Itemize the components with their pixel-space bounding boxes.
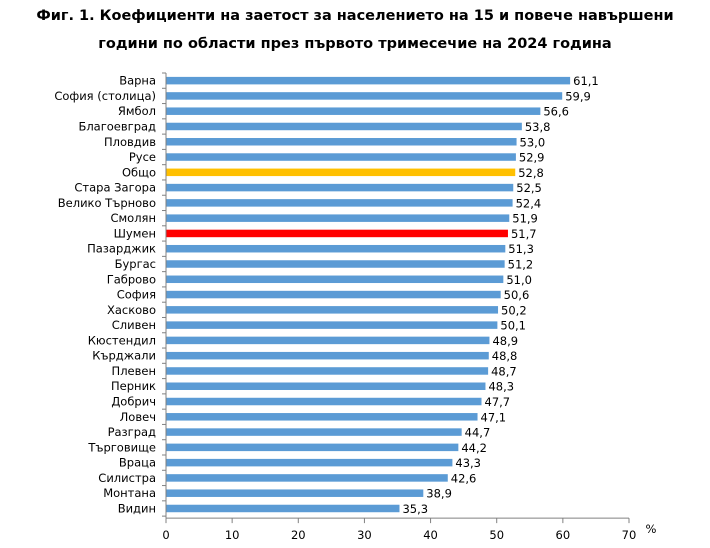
- bar: [166, 458, 453, 467]
- bar: [166, 76, 571, 85]
- category-label: Общо: [122, 165, 156, 179]
- value-label: 50,1: [500, 319, 526, 333]
- category-label: Разград: [108, 425, 156, 439]
- category-label: Пазарджик: [87, 242, 156, 256]
- chart-title-line-2: години по области през първото тримесечи…: [98, 36, 612, 52]
- value-label: 38,9: [426, 487, 452, 501]
- bar: [166, 504, 400, 513]
- bar: [166, 428, 462, 436]
- x-tick-label: 60: [556, 528, 571, 542]
- value-label: 56,6: [543, 105, 569, 119]
- value-label: 44,7: [465, 426, 491, 440]
- x-tick-label: 50: [489, 528, 504, 542]
- bar: [166, 229, 508, 238]
- bar: [166, 336, 490, 345]
- category-label: Велико Търново: [58, 196, 156, 210]
- bar: [166, 214, 510, 222]
- value-label: 48,3: [488, 380, 514, 394]
- value-label: 52,5: [516, 181, 542, 195]
- category-label: Търговище: [87, 440, 156, 454]
- x-tick-label: 10: [225, 528, 240, 542]
- bar: [166, 92, 563, 100]
- bar: [166, 260, 505, 268]
- value-label: 61,1: [573, 74, 599, 88]
- category-label: Ямбол: [118, 104, 156, 118]
- x-tick-label: 70: [622, 528, 637, 542]
- value-label: 52,9: [519, 151, 545, 165]
- value-label: 51,0: [506, 273, 532, 287]
- category-label: Варна: [119, 74, 156, 88]
- category-label: Стара Загора: [74, 181, 156, 195]
- bar: [166, 183, 514, 192]
- value-label: 48,8: [492, 349, 518, 363]
- bar: [166, 474, 448, 482]
- category-label: Кърджали: [92, 349, 156, 363]
- category-label: София (столица): [54, 89, 156, 103]
- bar: [166, 275, 504, 284]
- bar: [166, 489, 424, 497]
- bar: [166, 122, 522, 131]
- value-label: 47,1: [481, 410, 507, 424]
- category-label: Перник: [111, 379, 156, 393]
- category-label: Шумен: [114, 226, 156, 240]
- category-label: Силистра: [98, 471, 156, 485]
- bar: [166, 199, 513, 207]
- bar: [166, 138, 517, 146]
- value-label: 43,3: [455, 456, 481, 470]
- value-label: 51,3: [508, 242, 534, 256]
- value-label: 53,0: [520, 135, 546, 149]
- value-label: 53,8: [525, 120, 551, 134]
- bar: [166, 306, 499, 314]
- value-label: 51,7: [511, 227, 537, 241]
- category-label: Кюстендил: [88, 333, 156, 347]
- category-label: София: [117, 288, 156, 302]
- value-label: 48,9: [492, 334, 518, 348]
- bar: [166, 443, 459, 452]
- category-label: Благоевград: [78, 119, 156, 133]
- category-label: Хасково: [107, 303, 156, 317]
- x-tick-label: 20: [291, 528, 306, 542]
- category-label: Смолян: [110, 211, 156, 225]
- chart-title-line-1: Фиг. 1. Коефициенти на заетост за населе…: [36, 8, 674, 24]
- category-label: Сливен: [112, 318, 156, 332]
- bar: [166, 321, 498, 329]
- value-label: 52,4: [516, 196, 542, 210]
- x-tick-label: 30: [357, 528, 372, 542]
- x-tick-label: 0: [162, 528, 169, 542]
- x-tick-label: 40: [423, 528, 438, 542]
- bar: [166, 290, 501, 299]
- category-label: Ловеч: [120, 410, 156, 424]
- category-label: Монтана: [103, 486, 156, 500]
- category-label: Плевен: [112, 364, 156, 378]
- category-label: Видин: [118, 501, 156, 515]
- value-label: 59,9: [565, 89, 591, 103]
- bar: [166, 107, 541, 115]
- value-label: 48,7: [491, 364, 517, 378]
- bar: [166, 367, 489, 375]
- bar: [166, 397, 482, 406]
- value-label: 44,2: [461, 441, 487, 455]
- value-label: 35,3: [402, 502, 428, 516]
- value-label: 50,6: [504, 288, 530, 302]
- value-label: 51,2: [508, 258, 534, 272]
- value-label: 50,2: [501, 303, 527, 317]
- value-label: 47,7: [485, 395, 511, 409]
- bar: [166, 382, 486, 390]
- bar: [166, 153, 516, 161]
- category-label: Бургас: [115, 257, 156, 271]
- bar: [166, 351, 489, 360]
- category-label: Враца: [119, 456, 156, 470]
- x-axis-label: %: [646, 522, 657, 536]
- value-label: 51,9: [512, 212, 538, 226]
- category-label: Пловдив: [104, 135, 156, 149]
- category-label: Габрово: [107, 272, 156, 286]
- bar: [166, 244, 506, 253]
- bar: [166, 413, 478, 421]
- bar: [166, 168, 516, 177]
- category-label: Русе: [129, 150, 156, 164]
- value-label: 52,8: [518, 166, 544, 180]
- value-label: 42,6: [451, 471, 477, 485]
- category-label: Добрич: [111, 395, 156, 409]
